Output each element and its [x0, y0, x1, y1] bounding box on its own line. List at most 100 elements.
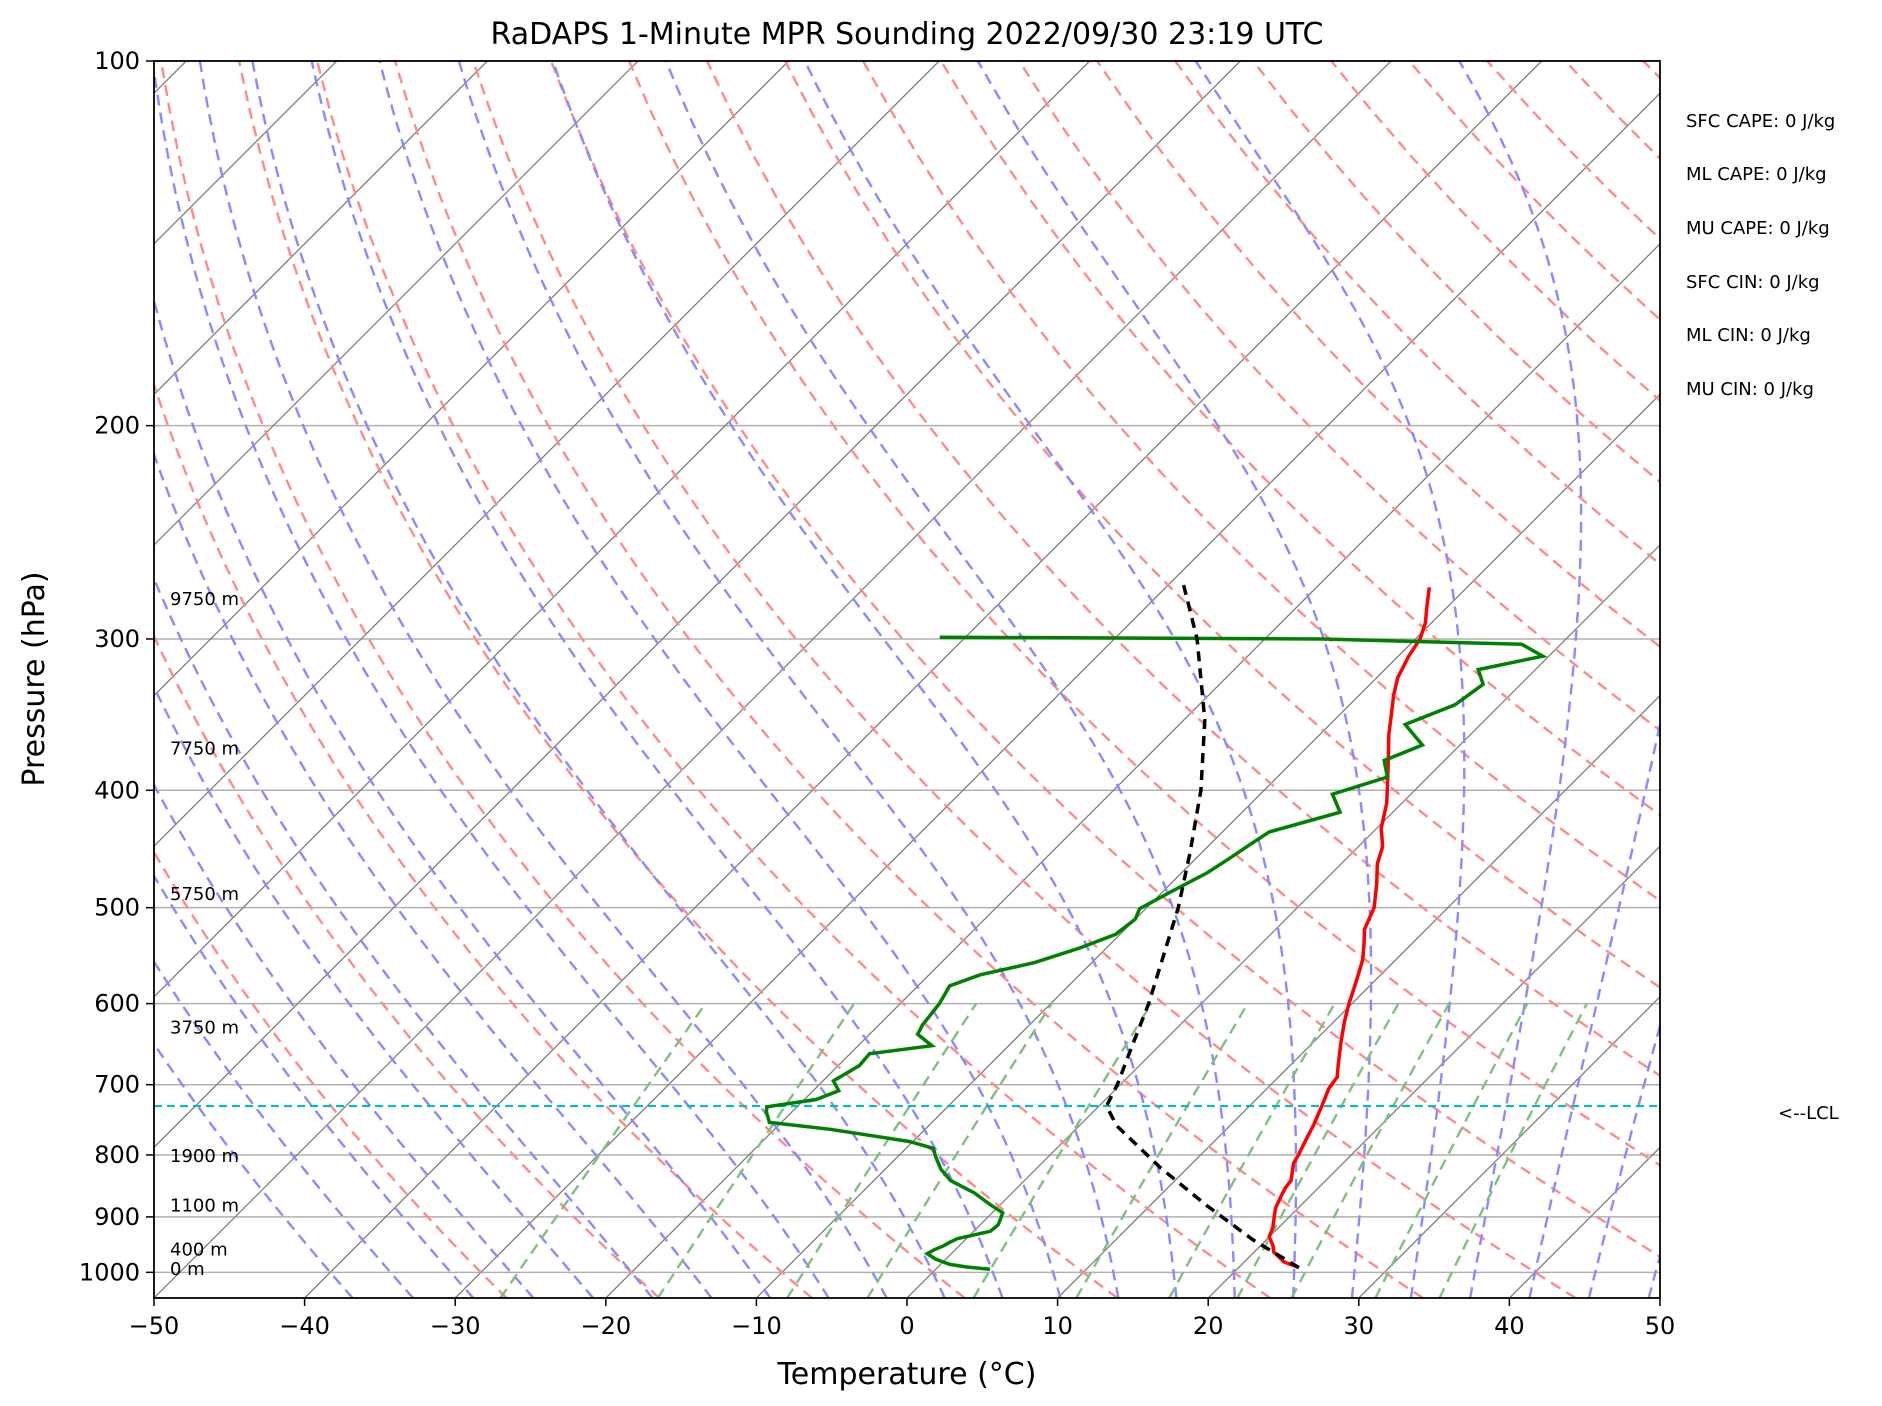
moist-adiabat-line: [154, 782, 535, 1298]
background-grid: [154, 61, 1660, 1298]
dry-adiabat-line: [471, 61, 1577, 1298]
x-tick-label: −10: [731, 1312, 782, 1340]
isotherm-line: [1057, 694, 1660, 1298]
x-tick-label: −20: [580, 1312, 631, 1340]
sfc-cin-value: SFC CIN: 0 J/kg: [1686, 272, 1820, 293]
x-axis-label: Temperature (°C): [777, 1357, 1037, 1392]
chart-title: RaDAPS 1-Minute MPR Sounding 2022/09/30 …: [491, 17, 1324, 52]
dry-adiabat-line: [154, 380, 813, 1298]
moist-adiabat-line: [551, 61, 1178, 1298]
isotherm-line: [1207, 845, 1660, 1298]
isotherm-line: [906, 544, 1660, 1298]
moist-adiabat-line: [154, 62, 830, 1298]
x-tick-label: 40: [1494, 1312, 1525, 1340]
y-axis-label: Pressure (hPa): [17, 571, 52, 786]
mixing-ratio-line: [1374, 1003, 1529, 1298]
dry-adiabat-line: [154, 633, 661, 1298]
mixing-ratio-line: [1290, 1003, 1451, 1298]
moist-adiabat-line: [154, 575, 654, 1298]
dry-adiabat-line: [940, 61, 1660, 817]
y-tick-label: 200: [94, 412, 140, 440]
ml-cape-value: ML CAPE: 0 J/kg: [1686, 164, 1827, 185]
mu-cin-value: MU CIN: 0 J/kg: [1686, 379, 1814, 400]
dry-adiabat-line: [1642, 61, 1660, 80]
dry-adiabat-line: [393, 61, 1424, 1298]
y-tick-label: 1000: [79, 1258, 140, 1286]
height-label: 0 m: [170, 1259, 205, 1280]
height-label: 9750 m: [170, 589, 239, 610]
x-tick-label: 50: [1645, 1312, 1676, 1340]
moist-adiabat-line: [154, 959, 415, 1298]
dry-adiabat-line: [1018, 61, 1660, 732]
moist-adiabat-line: [310, 61, 1004, 1298]
height-label: 1100 m: [170, 1195, 239, 1216]
moist-adiabat-line: [154, 873, 475, 1298]
dry-adiabat-line: [154, 849, 508, 1298]
moist-adiabat-line: [378, 61, 1062, 1298]
dry-adiabat-line: [1174, 61, 1660, 566]
mixing-ratio-line: [1168, 1003, 1336, 1298]
y-tick-label: 100: [94, 47, 140, 75]
dry-adiabat-line: [315, 61, 1271, 1298]
x-tick-label: −50: [129, 1312, 180, 1340]
isotherm-line: [1659, 1297, 1660, 1298]
parcel-trace: [1104, 583, 1300, 1270]
x-tick-label: −40: [279, 1312, 330, 1340]
isotherm-line: [154, 61, 639, 546]
isotherm-line: [154, 61, 1091, 998]
height-label: 7750 m: [170, 739, 239, 760]
mixing-ratio-line: [866, 1002, 1053, 1298]
y-tick-label: 700: [94, 1071, 140, 1099]
moist-adiabat-line: [1194, 61, 1466, 1298]
moist-adiabat-line: [154, 1041, 354, 1298]
x-tick-label: 10: [1042, 1312, 1073, 1340]
ml-cin-value: ML CIN: 0 J/kg: [1686, 325, 1811, 346]
dry-adiabat-line: [549, 61, 1660, 1259]
dry-adiabat-line: [706, 61, 1660, 1078]
isotherm-line: [605, 242, 1660, 1298]
isotherm-line: [154, 61, 1241, 1149]
axes: −50 −40 −30 −20 −10 0 10 20 30 40 50 100 200 300 400 50…: [79, 47, 1675, 1340]
sounding-traces: [764, 583, 1548, 1271]
dry-adiabat-line: [862, 61, 1660, 903]
mixing-ratio-line: [972, 1002, 1153, 1298]
sfc-cape-value: SFC CAPE: 0 J/kg: [1686, 111, 1836, 132]
moist-adiabat-line: [154, 296, 772, 1298]
isotherm-line: [755, 393, 1660, 1298]
moist-adiabat-line: [976, 61, 1373, 1298]
dry-adiabat-line: [627, 61, 1660, 1167]
temperature-trace: [1267, 587, 1432, 1270]
dry-adiabat-line: [237, 61, 1119, 1298]
moist-adiabat-line: [1647, 1251, 1660, 1298]
mixing-ratio-line: [1236, 1003, 1400, 1298]
y-tick-label: 300: [94, 625, 140, 653]
moist-adiabat-line: [154, 450, 713, 1298]
isotherm-line: [154, 61, 940, 848]
y-tick-label: 900: [94, 1203, 140, 1231]
height-label: 3750 m: [170, 1017, 239, 1038]
dewpoint-trace: [764, 635, 1548, 1271]
mixing-ratio-line: [499, 1002, 707, 1298]
isotherm-line: [304, 61, 1543, 1298]
moist-adiabat-line: [198, 61, 888, 1298]
height-label: 1900 m: [170, 1146, 239, 1167]
y-tick-label: 800: [94, 1141, 140, 1169]
mixing-ratio-line: [1438, 1003, 1588, 1298]
y-tick-label: 400: [94, 776, 140, 804]
mixing-ratio-line: [1075, 1002, 1249, 1298]
moist-adiabat-line: [457, 61, 1120, 1298]
height-label: 400 m: [170, 1239, 228, 1260]
isotherm-line: [154, 61, 790, 697]
isotherm-line: [154, 61, 1392, 1298]
x-tick-label: 0: [899, 1312, 914, 1340]
mixing-ratio-line: [786, 1002, 978, 1298]
dry-adiabat-line: [159, 61, 966, 1298]
moist-adiabat-line: [1458, 61, 1583, 1298]
moist-adiabat-line: [154, 684, 595, 1298]
x-tick-label: 30: [1344, 1312, 1375, 1340]
isotherm-line: [1358, 995, 1660, 1298]
height-label: 5750 m: [170, 884, 239, 905]
x-tick-label: −30: [430, 1312, 481, 1340]
